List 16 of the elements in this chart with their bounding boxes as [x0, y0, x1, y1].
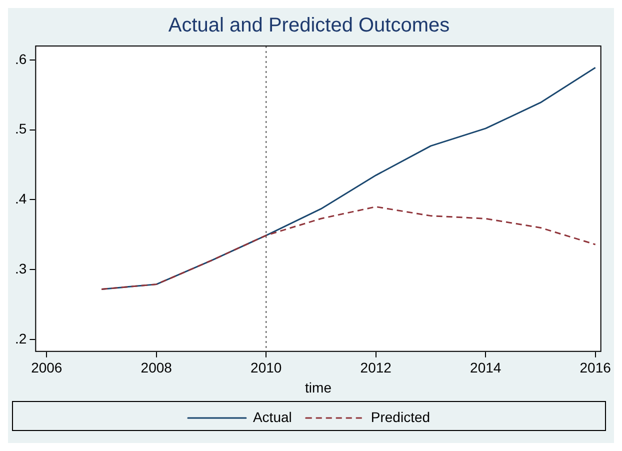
x-tick-label: 2006: [31, 360, 62, 376]
x-tick-label: 2008: [140, 360, 172, 376]
x-axis-title: time: [305, 379, 332, 396]
y-tick-label: .6: [14, 50, 27, 67]
x-tick-label: 2016: [580, 360, 612, 376]
y-tick-label: .2: [14, 330, 27, 346]
legend-label: Actual: [252, 408, 292, 425]
x-tick-label: 2010: [250, 360, 282, 376]
y-tick-label: .4: [14, 190, 27, 207]
x-tick-label: 2014: [470, 360, 502, 376]
y-tick-label: .5: [14, 120, 27, 137]
legend-label: Predicted: [370, 408, 430, 425]
chart-title: Actual and Predicted Outcomes: [168, 14, 450, 37]
y-tick-label: .3: [14, 260, 27, 276]
x-tick-label: 2012: [360, 360, 392, 376]
line-series: [100, 206, 596, 290]
